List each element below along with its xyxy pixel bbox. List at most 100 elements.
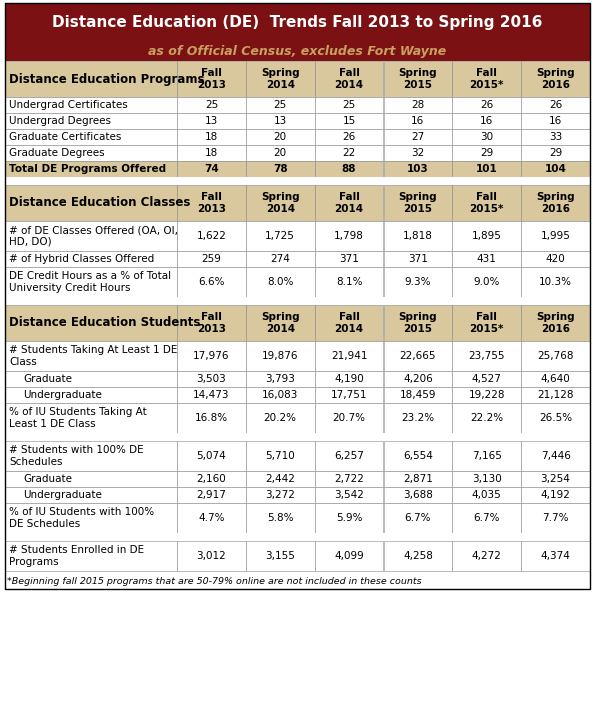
Bar <box>521 341 590 371</box>
Bar <box>452 97 521 113</box>
Text: 3,012: 3,012 <box>196 551 226 561</box>
Bar <box>384 221 452 251</box>
Text: 420: 420 <box>546 254 565 264</box>
Bar <box>315 471 384 487</box>
Text: 29: 29 <box>549 148 562 158</box>
Bar <box>384 403 452 433</box>
Bar <box>521 145 590 161</box>
Bar <box>5 113 177 129</box>
Text: 3,793: 3,793 <box>265 374 295 384</box>
Text: 5,710: 5,710 <box>265 451 295 461</box>
Text: 28: 28 <box>411 100 425 110</box>
Text: 23,755: 23,755 <box>468 351 505 361</box>
Bar <box>452 267 521 297</box>
Bar <box>177 441 246 471</box>
Bar <box>177 371 246 387</box>
Text: 2,917: 2,917 <box>196 490 226 500</box>
Text: 27: 27 <box>411 132 425 142</box>
Bar <box>177 61 246 97</box>
Text: 431: 431 <box>477 254 497 264</box>
Text: 9.3%: 9.3% <box>405 277 431 287</box>
Text: 6.7%: 6.7% <box>474 513 500 523</box>
Text: 29: 29 <box>480 148 493 158</box>
Text: 22.2%: 22.2% <box>470 413 503 423</box>
Bar <box>5 533 590 541</box>
Text: 78: 78 <box>273 164 287 174</box>
Bar <box>246 403 315 433</box>
Text: Fall
2014: Fall 2014 <box>334 193 364 214</box>
Text: 4,527: 4,527 <box>472 374 502 384</box>
Bar <box>384 305 452 341</box>
Text: 74: 74 <box>204 164 219 174</box>
Bar <box>521 185 590 221</box>
Text: Spring
2016: Spring 2016 <box>536 193 575 214</box>
Text: 14,473: 14,473 <box>193 390 230 400</box>
Bar <box>315 113 384 129</box>
Bar <box>246 161 315 177</box>
Text: Undergrad Certificates: Undergrad Certificates <box>9 100 128 110</box>
Bar <box>5 371 177 387</box>
Text: # Students Taking At Least 1 DE
Class: # Students Taking At Least 1 DE Class <box>9 346 177 367</box>
Bar <box>5 403 177 433</box>
Bar <box>452 403 521 433</box>
Text: 26: 26 <box>549 100 562 110</box>
Bar <box>384 129 452 145</box>
Bar <box>315 129 384 145</box>
Text: 16: 16 <box>549 116 562 126</box>
Text: 8.1%: 8.1% <box>336 277 362 287</box>
Bar <box>246 97 315 113</box>
Bar <box>384 471 452 487</box>
Bar <box>5 503 177 533</box>
Text: Spring
2015: Spring 2015 <box>399 69 437 90</box>
Bar <box>246 185 315 221</box>
Bar <box>452 487 521 503</box>
Text: 2,871: 2,871 <box>403 474 433 484</box>
Bar <box>5 177 590 185</box>
Text: Undergrad Degrees: Undergrad Degrees <box>9 116 111 126</box>
Bar <box>452 371 521 387</box>
Bar <box>5 297 590 305</box>
Text: Spring
2016: Spring 2016 <box>536 312 575 333</box>
Text: 13: 13 <box>205 116 218 126</box>
Text: # Students with 100% DE
Schedules: # Students with 100% DE Schedules <box>9 445 143 467</box>
Text: Total DE Programs Offered: Total DE Programs Offered <box>9 164 166 174</box>
Text: 3,254: 3,254 <box>541 474 571 484</box>
Text: 16: 16 <box>411 116 425 126</box>
Text: 88: 88 <box>342 164 356 174</box>
Bar <box>521 387 590 403</box>
Bar <box>177 113 246 129</box>
Bar <box>315 371 384 387</box>
Text: # of Hybrid Classes Offered: # of Hybrid Classes Offered <box>9 254 154 264</box>
Bar <box>177 487 246 503</box>
Bar <box>177 541 246 571</box>
Bar <box>177 403 246 433</box>
Bar <box>5 97 177 113</box>
Text: 3,130: 3,130 <box>472 474 502 484</box>
Bar <box>452 185 521 221</box>
Text: 18: 18 <box>205 148 218 158</box>
Bar <box>5 341 177 371</box>
Text: Graduate Certificates: Graduate Certificates <box>9 132 121 142</box>
Bar <box>246 503 315 533</box>
Bar <box>177 341 246 371</box>
Text: 371: 371 <box>408 254 428 264</box>
Text: Spring
2014: Spring 2014 <box>261 69 299 90</box>
Bar <box>246 487 315 503</box>
Bar <box>521 403 590 433</box>
Text: 26: 26 <box>343 132 356 142</box>
Bar <box>384 113 452 129</box>
Bar <box>246 61 315 97</box>
Bar <box>177 221 246 251</box>
Bar <box>521 441 590 471</box>
Text: Fall
2015*: Fall 2015* <box>469 193 504 214</box>
Text: 4,035: 4,035 <box>472 490 502 500</box>
Text: 4,272: 4,272 <box>472 551 502 561</box>
Bar <box>521 371 590 387</box>
Text: 2,160: 2,160 <box>196 474 226 484</box>
Text: 19,228: 19,228 <box>468 390 505 400</box>
Text: *Beginning fall 2015 programs that are 50-79% online are not included in these c: *Beginning fall 2015 programs that are 5… <box>7 576 422 586</box>
Text: # Students Enrolled in DE
Programs: # Students Enrolled in DE Programs <box>9 545 144 566</box>
Text: 7,446: 7,446 <box>541 451 571 461</box>
Bar <box>315 487 384 503</box>
Bar <box>521 503 590 533</box>
